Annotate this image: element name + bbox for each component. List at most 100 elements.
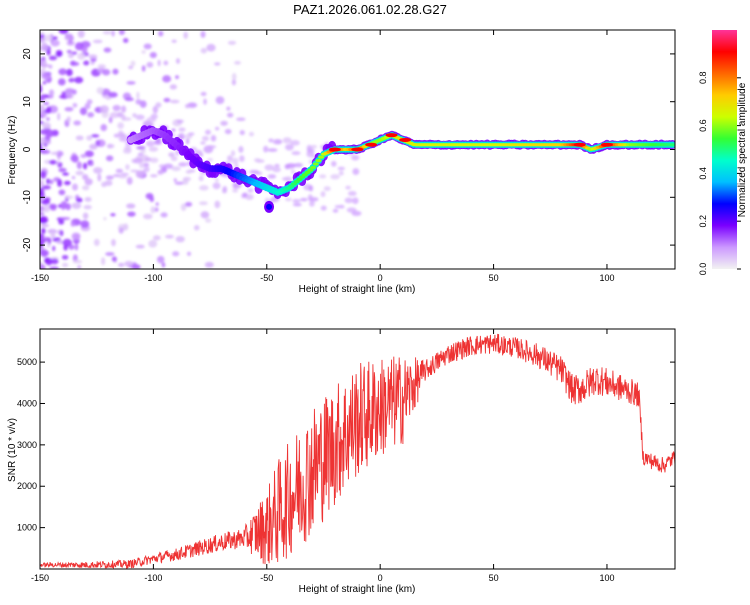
noise-blob <box>41 149 51 155</box>
noise-blob <box>74 42 84 51</box>
y-tick-label: -20 <box>22 237 33 252</box>
noise-blob <box>238 146 244 153</box>
noise-blob <box>215 96 225 105</box>
noise-blob <box>186 138 190 145</box>
noise-blob <box>111 256 117 262</box>
noise-blob <box>143 213 153 220</box>
noise-blob <box>267 148 278 152</box>
noise-blob <box>58 219 65 225</box>
colorbar-tick-label: 0.8 <box>698 72 708 85</box>
noise-blob <box>112 104 121 112</box>
noise-blob <box>337 166 346 171</box>
noise-blob <box>82 185 90 191</box>
noise-blob <box>158 164 166 169</box>
y-tick-label: 3000 <box>17 440 37 450</box>
noise-blob <box>42 80 47 85</box>
noise-blob <box>40 216 49 224</box>
noise-blob <box>174 181 184 185</box>
noise-blob <box>40 233 44 241</box>
noise-blob <box>185 104 190 109</box>
noise-blob <box>64 195 74 200</box>
noise-blob <box>101 69 111 76</box>
noise-blob <box>224 128 232 135</box>
noise-blob <box>64 107 74 112</box>
noise-blob <box>40 212 45 216</box>
noise-blob <box>171 128 176 132</box>
noise-blob <box>86 99 93 105</box>
noise-blob <box>64 33 74 41</box>
noise-blob <box>111 30 115 37</box>
y-tick-label: 0 <box>22 146 33 152</box>
noise-blob <box>42 112 47 118</box>
ridge-core <box>299 175 306 179</box>
noise-blob <box>130 60 136 67</box>
noise-blob <box>43 205 51 213</box>
snr-panel: -150 -100 -50 0 50 100 1000 2000 3000 4000 5000 H… <box>7 328 676 595</box>
noise-blob <box>162 75 172 83</box>
noise-blob <box>84 197 92 202</box>
noise-blob <box>193 224 200 231</box>
noise-blob <box>175 235 185 243</box>
noise-blob <box>90 161 94 166</box>
noise-blob <box>110 213 116 217</box>
noise-blob <box>148 239 158 248</box>
noise-blob <box>352 197 359 205</box>
noise-blob <box>310 145 318 149</box>
x-tick-label: -150 <box>31 573 49 583</box>
noise-blob <box>294 163 303 168</box>
noise-blob <box>89 143 98 150</box>
noise-blob <box>102 30 112 35</box>
noise-blob <box>50 39 60 47</box>
noise-blob <box>40 95 46 102</box>
noise-blob <box>71 202 82 209</box>
noise-blob <box>331 160 337 167</box>
noise-blob <box>212 182 221 190</box>
noise-blob <box>118 30 125 35</box>
noise-blob <box>100 123 108 132</box>
noise-blob <box>90 61 95 65</box>
snr-y-label: SNR (10 * v/v) <box>7 418 18 482</box>
noise-blob <box>319 174 327 179</box>
noise-blob <box>226 106 231 111</box>
noise-blob <box>230 150 236 157</box>
ridge-core <box>318 155 325 159</box>
noise-blob <box>82 174 89 181</box>
noise-blob <box>268 138 274 143</box>
noise-blob <box>117 122 124 130</box>
noise-blob <box>80 220 90 228</box>
noise-blob <box>74 76 84 84</box>
noise-blob <box>206 43 216 52</box>
noise-blob <box>65 88 75 94</box>
noise-blob <box>40 264 46 269</box>
x-tick-label: 50 <box>489 273 499 283</box>
noise-blob <box>239 130 245 136</box>
noise-blob <box>132 113 137 118</box>
noise-blob <box>185 201 193 207</box>
ridge-core <box>301 173 308 177</box>
noise-blob <box>40 249 49 257</box>
noise-blob <box>267 174 277 179</box>
noise-blob <box>127 211 136 217</box>
noise-blob <box>188 132 195 136</box>
ridge-peak <box>600 142 613 147</box>
noise-blob <box>215 126 220 131</box>
noise-blob <box>272 166 281 173</box>
ridge-peak <box>328 147 341 152</box>
noise-blob <box>40 223 50 228</box>
noise-blob <box>70 221 76 227</box>
noise-blob <box>57 112 61 121</box>
noise-blob <box>57 179 63 187</box>
noise-blob <box>103 47 112 53</box>
noise-blob <box>52 36 58 40</box>
noise-blob <box>58 189 66 196</box>
noise-blob <box>118 174 128 179</box>
noise-blob <box>84 178 93 186</box>
noise-blob <box>104 180 113 186</box>
noise-blob <box>71 51 78 55</box>
noise-blob <box>40 34 46 38</box>
noise-blob <box>65 92 73 99</box>
noise-blob <box>57 78 66 86</box>
noise-blob <box>226 112 234 118</box>
noise-blob <box>232 189 239 193</box>
x-tick-label: 0 <box>378 573 383 583</box>
